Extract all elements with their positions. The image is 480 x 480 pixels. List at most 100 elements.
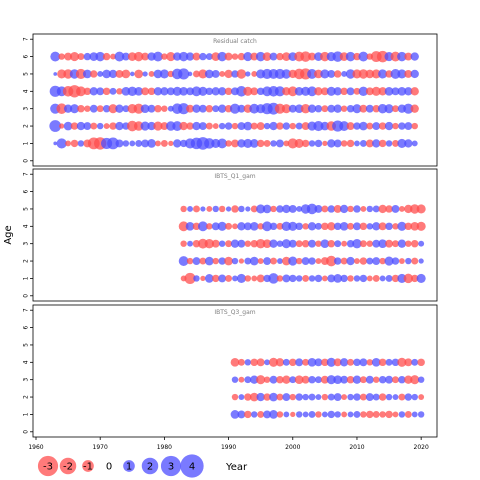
residual-bubble	[224, 256, 233, 266]
residual-bubble	[205, 87, 214, 96]
residual-bubble	[308, 140, 316, 147]
residual-bubble	[153, 87, 163, 96]
residual-bubble	[269, 52, 278, 61]
residual-bubble	[302, 411, 309, 418]
residual-bubble	[359, 240, 367, 248]
residual-bubble	[110, 53, 116, 60]
residual-bubble	[153, 69, 163, 79]
residual-bubble	[274, 86, 286, 97]
residual-bubble	[63, 104, 73, 113]
residual-bubble	[276, 52, 284, 61]
residual-bubble	[308, 257, 316, 265]
residual-bubble	[217, 221, 227, 231]
residual-bubble	[333, 222, 342, 231]
residual-bubble	[90, 122, 98, 130]
residual-bubble	[405, 240, 412, 247]
x-tick-label: 2000	[285, 444, 300, 451]
residual-bubble	[390, 69, 401, 79]
legend-bubble	[82, 460, 94, 472]
residual-bubble	[301, 139, 310, 148]
residual-bubble	[192, 104, 201, 113]
residual-bubble	[308, 410, 316, 418]
residual-bubble	[244, 275, 252, 282]
residual-bubble	[385, 70, 393, 78]
residual-bubble	[365, 139, 374, 148]
panel-2: IBTS_Q1_gam 0 1 2 3 4 5 6 7	[23, 168, 438, 302]
residual-bubble	[218, 122, 226, 130]
residual-bubble	[385, 239, 394, 248]
residual-bubble	[372, 239, 381, 248]
residual-bubble	[256, 375, 266, 385]
residual-bubble	[249, 392, 259, 402]
residual-bubble	[290, 411, 296, 418]
residual-bubble	[314, 69, 323, 79]
residual-bubble	[294, 375, 304, 385]
residual-bubble	[192, 121, 201, 131]
residual-bubble	[103, 123, 110, 129]
panel-title: IBTS_Q3_gam	[214, 309, 255, 316]
residual-bubble	[411, 257, 419, 265]
residual-bubble	[282, 122, 291, 130]
residual-bubble	[90, 70, 98, 78]
residual-bubble	[327, 239, 336, 248]
residual-bubble	[392, 394, 399, 400]
residual-bubble	[179, 86, 189, 96]
residual-bubble	[288, 104, 297, 113]
residual-bubble	[417, 358, 425, 367]
residual-bubble	[314, 358, 323, 367]
residual-bubble	[134, 86, 144, 96]
residual-bubble	[231, 376, 239, 383]
residual-bubble	[376, 50, 389, 63]
residual-bubble	[231, 53, 239, 60]
residual-bubble	[173, 52, 182, 61]
y-tick-label: 1	[23, 276, 30, 280]
residual-bubble	[256, 274, 265, 283]
residual-bubble	[276, 258, 283, 264]
residual-bubble	[302, 223, 309, 230]
residual-bubble	[385, 358, 393, 366]
residual-bubble	[333, 358, 342, 367]
residual-bubble	[334, 411, 341, 418]
residual-bubble	[250, 122, 258, 130]
residual-bubble	[294, 138, 304, 148]
residual-bubble	[160, 139, 168, 147]
residual-bubble	[244, 240, 252, 247]
residual-bubble	[333, 139, 342, 148]
residual-bubble	[212, 257, 219, 265]
residual-bubble	[327, 104, 336, 113]
residual-bubble	[372, 393, 380, 401]
residual-bubble	[341, 240, 348, 247]
residual-bubble	[392, 223, 399, 230]
residual-bubble	[56, 103, 67, 114]
residual-bubble	[372, 222, 381, 231]
residual-bubble	[418, 258, 424, 264]
residual-bubble	[359, 257, 368, 265]
residual-bubble	[308, 275, 316, 282]
residual-bubble	[180, 240, 187, 247]
residual-bubble	[392, 122, 399, 130]
residual-bubble	[211, 70, 220, 78]
residual-bubble	[186, 257, 194, 265]
residual-bubble	[159, 69, 169, 79]
residual-bubble	[332, 51, 343, 62]
residual-bubble	[340, 375, 349, 384]
residual-bubble	[276, 122, 284, 130]
residual-bubble	[244, 410, 252, 419]
residual-bubble	[321, 393, 329, 401]
residual-bubble	[231, 122, 239, 130]
residual-bubble	[237, 239, 246, 248]
residual-bubble	[403, 103, 414, 114]
residual-bubble	[398, 393, 406, 401]
residual-bubble	[263, 376, 271, 383]
residual-bubble	[320, 87, 329, 96]
residual-bubble	[147, 139, 156, 148]
residual-bubble	[295, 240, 303, 248]
residual-bubble	[334, 240, 342, 248]
residual-bubble	[379, 275, 386, 282]
residual-bubble	[282, 393, 291, 401]
residual-bubble	[244, 393, 252, 401]
residual-bubble	[69, 52, 80, 62]
residual-bubble	[359, 104, 368, 113]
residual-bubble	[243, 222, 252, 231]
